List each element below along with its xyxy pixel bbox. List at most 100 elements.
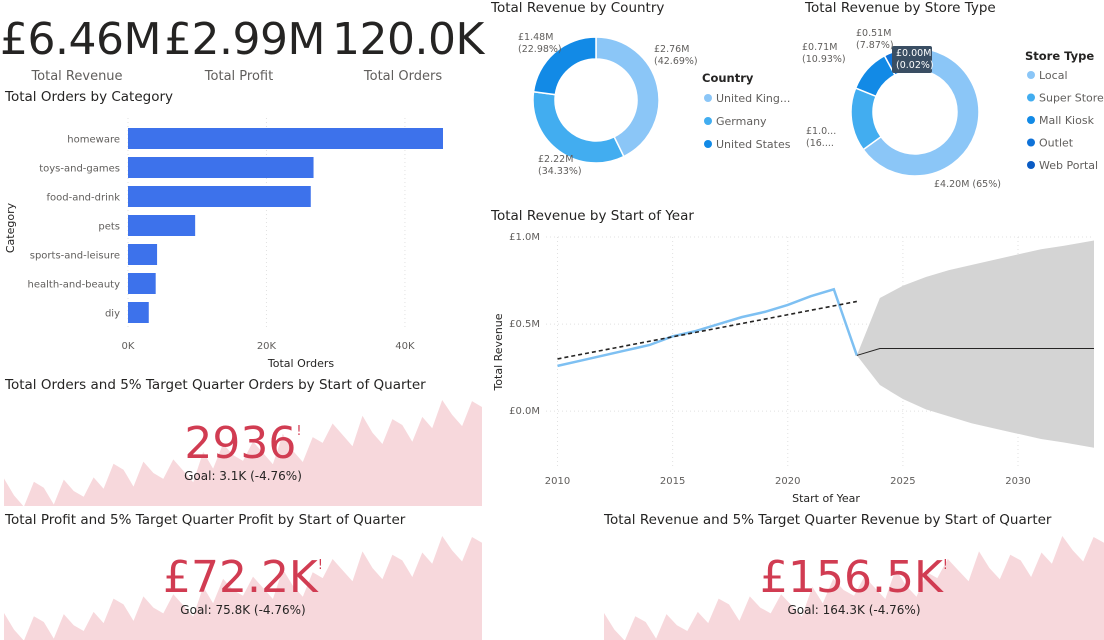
line-x-tick: 2020 xyxy=(775,476,800,487)
d2-legend-marker xyxy=(1027,71,1035,79)
bar-health-and-beauty[interactable] xyxy=(128,273,156,294)
bar-category-label: toys-and-games xyxy=(39,164,120,175)
bar-homeware[interactable] xyxy=(128,128,443,149)
gauge-orders-title: Total Orders and 5% Target Quarter Order… xyxy=(5,377,426,393)
line-y-tick: £0.0M xyxy=(509,406,540,417)
line-chart-title: Total Revenue by Start of Year xyxy=(491,208,694,224)
gauge-profit-goal: Goal: 75.8K (-4.76%) xyxy=(180,603,306,617)
donut-country-chart[interactable]: £2.76M(42.69%) £2.22M(34.33%) £1.48M(22.98… xyxy=(490,20,800,200)
gauge-profit-value: £72.2K xyxy=(162,552,318,603)
gauge-orders-value: 2936 xyxy=(184,418,297,469)
line-chart[interactable]: £0.0M £0.5M £1.0M 2010 2015 2020 2025 2030 Star… xyxy=(488,228,1104,510)
line-y-axis-label: Total Revenue xyxy=(492,313,505,391)
d2-slice-1[interactable] xyxy=(850,87,883,151)
bar-diy[interactable] xyxy=(128,302,149,323)
gauge-revenue-area xyxy=(604,536,1104,640)
d2-legend-item[interactable]: Mall Kiosk xyxy=(1039,114,1095,127)
d1-data-label: £2.22M xyxy=(538,154,573,165)
gauge-revenue-alert: ! xyxy=(942,558,949,573)
d2-legend-item[interactable]: Super Store xyxy=(1039,92,1104,105)
bar-sports-and-leisure[interactable] xyxy=(128,244,158,265)
line-x-tick: 2025 xyxy=(890,476,915,487)
gauge-profit-card[interactable]: £72.2K! Goal: 75.8K (-4.76%) xyxy=(4,552,482,617)
d2-data-label: (16.... xyxy=(806,138,834,149)
donut-store-title: Total Revenue by Store Type xyxy=(805,0,996,16)
gauge-orders-goal: Goal: 3.1K (-4.76%) xyxy=(184,469,302,483)
donut-store-chart[interactable]: £4.20M (65%) £1.0...(16.... £0.71M(10.93%)… xyxy=(800,20,1104,200)
d1-data-label: (22.98%) xyxy=(518,44,562,55)
kpi-revenue-value: £6.46M xyxy=(0,14,161,65)
d2-tooltip-bg xyxy=(892,46,932,73)
d2-legend-item[interactable]: Outlet xyxy=(1039,137,1074,150)
d2-legend-item[interactable]: Web Portal xyxy=(1039,159,1098,172)
bar-x-axis-label: Total Orders xyxy=(267,357,334,370)
kpi-orders-value: 120.0K xyxy=(332,14,484,65)
bar-category-label: pets xyxy=(98,222,120,233)
d1-legend-marker xyxy=(704,117,712,125)
bar-category-label: food-and-drink xyxy=(46,193,120,204)
bar-food-and-drink[interactable] xyxy=(128,186,311,207)
bar-category-label: health-and-beauty xyxy=(28,280,121,291)
gauge-profit-title: Total Profit and 5% Target Quarter Profi… xyxy=(5,512,406,528)
d2-data-label: (10.93%) xyxy=(802,54,846,65)
d1-data-label: (42.69%) xyxy=(654,56,698,67)
d1-slice-1[interactable] xyxy=(532,90,625,164)
d1-slice-0[interactable] xyxy=(595,36,660,158)
d2-data-label: £0.51M xyxy=(856,28,891,39)
revenue-line[interactable] xyxy=(557,287,859,368)
forecast-confidence-band xyxy=(856,240,1094,448)
gauge-revenue-card[interactable]: £156.5K! Goal: 164.3K (-4.76%) xyxy=(604,552,1104,617)
bar-x-tick: 0K xyxy=(122,341,135,352)
d2-legend-marker xyxy=(1027,116,1035,124)
gauge-revenue-title: Total Revenue and 5% Target Quarter Reve… xyxy=(604,512,1052,528)
line-x-axis-label: Start of Year xyxy=(792,492,860,505)
gauge-orders-card[interactable]: 2936! Goal: 3.1K (-4.76%) xyxy=(4,418,482,483)
kpi-revenue-label: Total Revenue xyxy=(31,69,123,84)
line-y-tick: £0.5M xyxy=(509,319,540,330)
bar-category-label: homeware xyxy=(67,135,120,146)
donut-store-legend-title: Store Type xyxy=(1025,49,1094,63)
trend-line[interactable] xyxy=(557,300,857,360)
gauge-orders-area xyxy=(4,400,482,506)
bar-y-axis-label: Category xyxy=(4,202,17,253)
bar-toys-and-games[interactable] xyxy=(128,157,314,178)
line-y-tick: £1.0M xyxy=(509,232,540,243)
bar-pets[interactable] xyxy=(128,215,196,236)
bar-chart-title: Total Orders by Category xyxy=(5,89,174,105)
d2-data-label: £0.71M xyxy=(802,42,837,53)
d2-data-label: £1.0... xyxy=(806,126,836,137)
bar-x-tick: 40K xyxy=(395,341,415,352)
d1-slice-2[interactable] xyxy=(532,36,597,96)
bar-category-label: sports-and-leisure xyxy=(30,251,120,262)
donut-country-legend-title: Country xyxy=(702,71,754,85)
d2-data-label: £4.20M (65%) xyxy=(934,179,1001,190)
d2-data-label: (7.87%) xyxy=(856,40,894,51)
line-x-tick: 2010 xyxy=(545,476,570,487)
d2-slice-0[interactable] xyxy=(862,47,980,177)
d1-legend-item[interactable]: United King... xyxy=(716,92,790,105)
d2-data-label: £0.00M xyxy=(896,48,931,59)
bar-x-tick: 20K xyxy=(257,341,277,352)
d2-data-label: (0.02%) xyxy=(896,60,934,71)
d2-legend-item[interactable]: Local xyxy=(1039,69,1068,82)
d2-legend-marker xyxy=(1027,138,1035,147)
gauge-profit-alert: ! xyxy=(317,558,324,573)
gauge-revenue-goal: Goal: 164.3K (-4.76%) xyxy=(787,603,921,617)
kpi-orders-label: Total Orders xyxy=(363,69,443,84)
d1-data-label: £1.48M xyxy=(518,32,553,43)
gauge-revenue-value: £156.5K xyxy=(759,552,943,603)
bar-chart[interactable]: homeware toys-and-games food-and-drink pets… xyxy=(0,110,482,372)
d1-data-label: £2.76M xyxy=(654,44,689,55)
line-x-tick: 2015 xyxy=(660,476,685,487)
line-x-tick: 2030 xyxy=(1005,476,1030,487)
d1-legend-item[interactable]: United States xyxy=(716,138,791,151)
d2-legend-marker xyxy=(1027,93,1035,102)
d1-data-label: (34.33%) xyxy=(538,166,582,177)
forecast-line[interactable] xyxy=(856,347,1094,356)
kpi-profit-value: £2.99M xyxy=(164,14,325,65)
d2-legend-marker xyxy=(1027,161,1035,169)
d1-legend-marker xyxy=(704,140,712,148)
kpi-profit-label: Total Profit xyxy=(204,69,274,84)
bar-category-label: diy xyxy=(105,309,120,320)
d1-legend-item[interactable]: Germany xyxy=(716,115,767,128)
